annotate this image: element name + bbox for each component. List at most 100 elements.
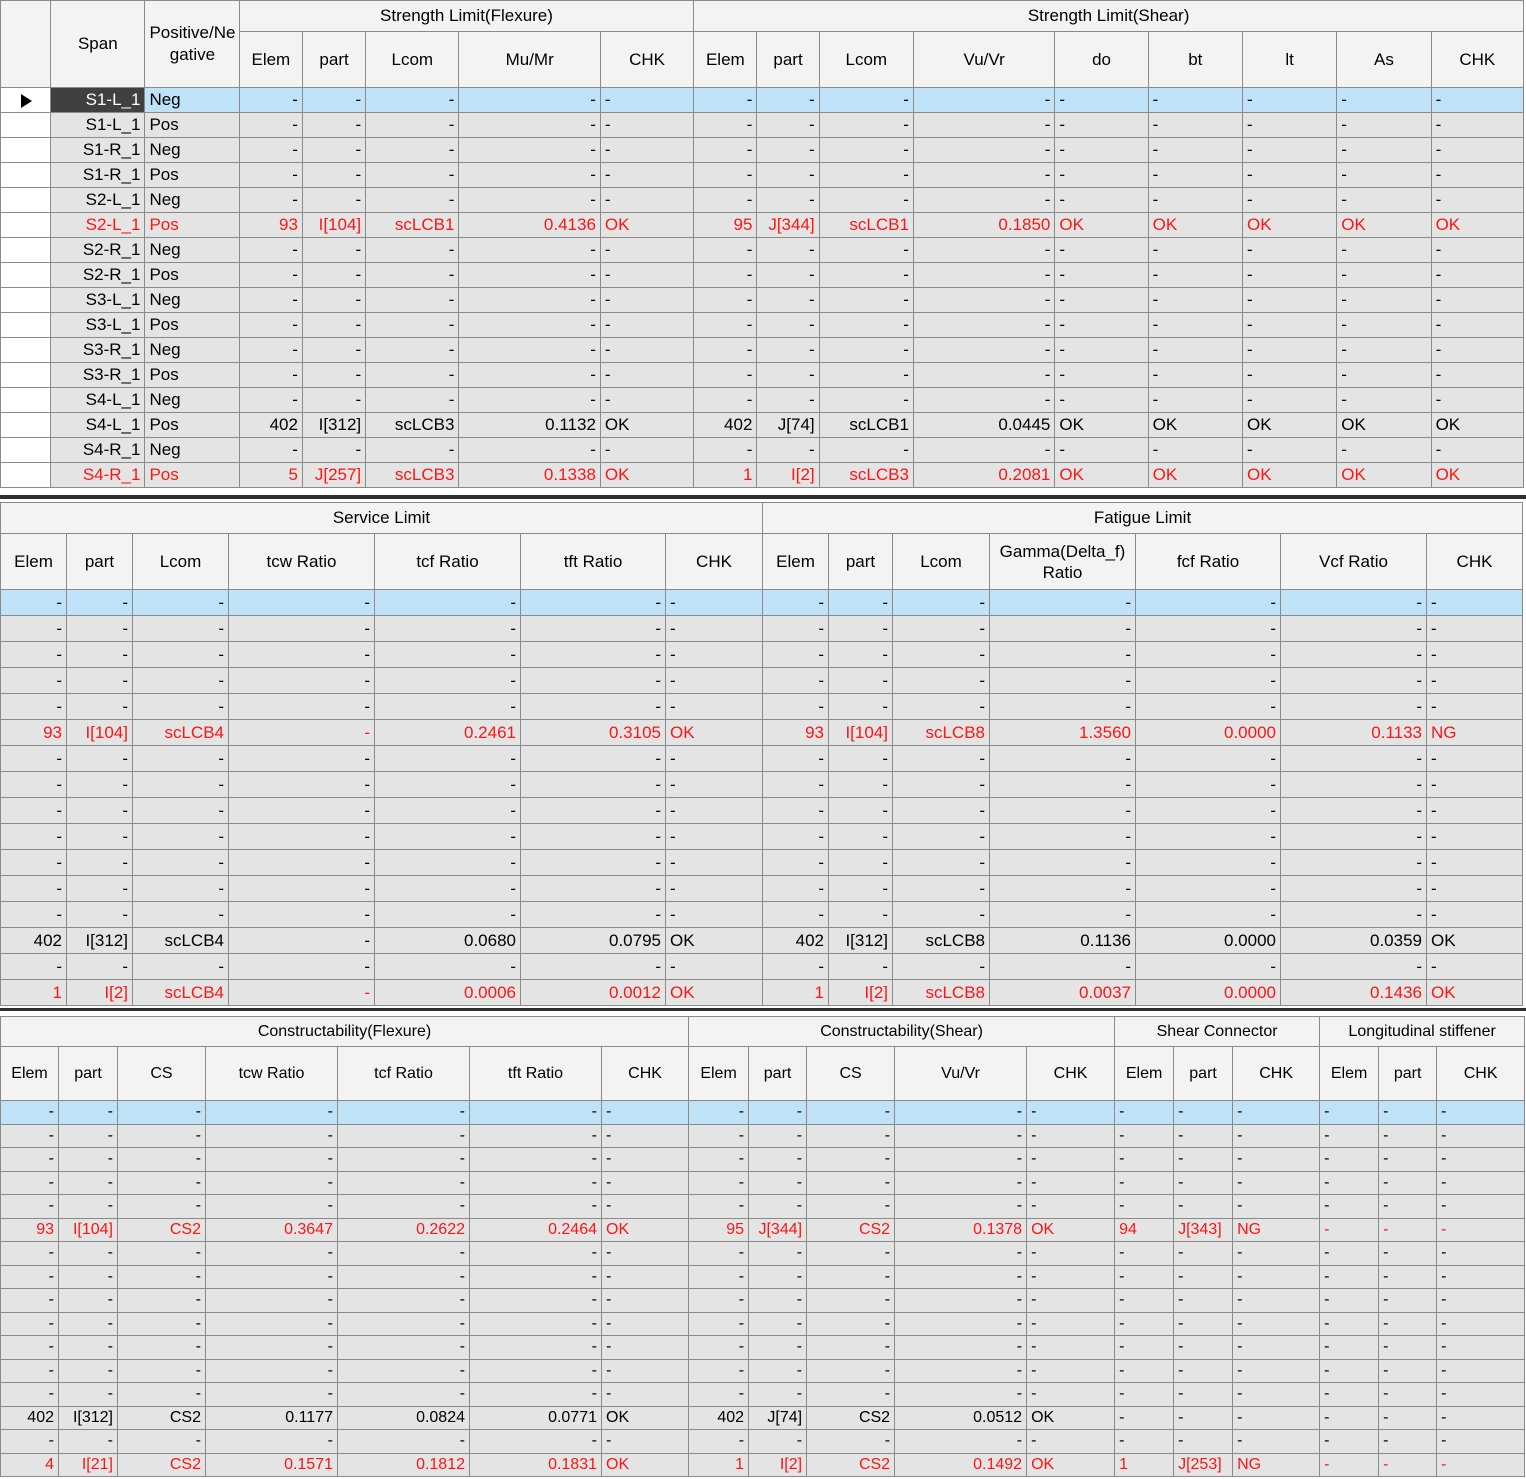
cell-part[interactable]: -	[748, 1241, 808, 1266]
cell-lcom[interactable]: -	[365, 87, 460, 113]
cell-part[interactable]: J[74]	[748, 1405, 808, 1430]
table-row[interactable]: S4-L_1 Neg - - - - - - - - - - - - - -	[0, 387, 1525, 413]
cell-elem[interactable]: -	[1319, 1335, 1380, 1360]
cell-part[interactable]: -	[1378, 1429, 1438, 1454]
cell-elem[interactable]: -	[0, 1147, 59, 1172]
cell-chk[interactable]: -	[1425, 953, 1524, 980]
cell-elem[interactable]: 1	[0, 979, 67, 1006]
cell-vu-vr[interactable]: -	[894, 1288, 1028, 1313]
cell-bt[interactable]: -	[1147, 162, 1243, 188]
cell-elem[interactable]: -	[1319, 1194, 1380, 1219]
cell-tcf-ratio[interactable]: -	[337, 1264, 470, 1289]
cell-part[interactable]: -	[748, 1194, 808, 1219]
column-header-vu-vr[interactable]: Vu/Vr	[894, 1046, 1028, 1101]
cell-vcf-ratio[interactable]: 0.1436	[1280, 979, 1427, 1006]
cell-part[interactable]: -	[748, 1264, 808, 1289]
cell-chk[interactable]: -	[599, 112, 695, 138]
cell-positive-negative[interactable]: Pos	[144, 262, 240, 288]
cell-part[interactable]: -	[1173, 1241, 1234, 1266]
table-row[interactable]: S4-R_1 Pos 5 J[257] scLCB3 0.1338 OK 1 I[2] scLCB…	[0, 462, 1525, 488]
cell-tcw-ratio[interactable]: -	[205, 1147, 338, 1172]
cell-lcom[interactable]: scLCB4	[132, 979, 229, 1006]
cell-tcw-ratio[interactable]: -	[228, 667, 375, 694]
cell-part[interactable]: -	[58, 1194, 118, 1219]
cell-tcf-ratio[interactable]: -	[337, 1382, 470, 1407]
cell-cs[interactable]: -	[117, 1194, 206, 1219]
cell-part[interactable]: -	[748, 1311, 808, 1336]
cell-part[interactable]: -	[66, 693, 133, 720]
cell-do[interactable]: -	[1054, 287, 1149, 313]
cell-tcf-ratio[interactable]: -	[337, 1123, 470, 1148]
cell-part[interactable]: -	[748, 1100, 808, 1125]
cell-chk[interactable]: -	[1425, 797, 1524, 824]
cell-fcf-ratio[interactable]: -	[1135, 745, 1281, 772]
cell-lcom[interactable]: -	[132, 797, 229, 824]
cell-part[interactable]: I[104]	[66, 719, 133, 746]
cell-part[interactable]: -	[301, 87, 367, 113]
column-header-chk[interactable]: CHK	[1232, 1046, 1321, 1101]
table-row[interactable]: S1-R_1 Pos - - - - - - - - - - - - - -	[0, 162, 1525, 188]
cell-chk[interactable]: -	[599, 362, 695, 388]
cell-elem[interactable]: -	[693, 362, 758, 388]
cell-fcf-ratio[interactable]: -	[1135, 771, 1281, 798]
cell-cs[interactable]: -	[806, 1335, 896, 1360]
cell-elem[interactable]: -	[688, 1170, 750, 1195]
row-selector[interactable]	[0, 212, 52, 238]
cell-chk[interactable]: -	[600, 1123, 690, 1148]
cell-part[interactable]: -	[1378, 1264, 1438, 1289]
cell-mu-mr[interactable]: 0.1132	[458, 412, 601, 438]
table-row[interactable]: --------------	[0, 615, 1524, 642]
cell-part[interactable]: -	[301, 362, 367, 388]
cell-part[interactable]: -	[1378, 1147, 1438, 1172]
cell-vu-vr[interactable]: -	[894, 1100, 1028, 1125]
cell-elem[interactable]: -	[1319, 1217, 1380, 1242]
cell-tcf-ratio[interactable]: -	[374, 771, 521, 798]
column-header-cs[interactable]: CS	[806, 1046, 896, 1101]
cell-part[interactable]: J[74]	[756, 412, 820, 438]
cell-tcw-ratio[interactable]: -	[205, 1429, 338, 1454]
cell-vu-vr[interactable]: -	[912, 312, 1056, 338]
cell-vcf-ratio[interactable]: -	[1280, 875, 1427, 902]
cell-elem[interactable]: -	[1114, 1358, 1175, 1383]
cell-elem[interactable]: -	[0, 1288, 59, 1313]
cell-vu-vr[interactable]: 0.0445	[912, 412, 1056, 438]
cell-vcf-ratio[interactable]: 0.0359	[1280, 927, 1427, 954]
cell-part[interactable]: -	[756, 312, 820, 338]
cell-as[interactable]: -	[1336, 287, 1432, 313]
table-row[interactable]: ------------------	[0, 1264, 1526, 1289]
cell-tcw-ratio[interactable]: -	[228, 979, 375, 1006]
cell-elem[interactable]: 93	[238, 212, 303, 238]
cell-vu-vr[interactable]: -	[894, 1382, 1028, 1407]
table-row[interactable]: --------------	[0, 745, 1524, 772]
cell-fcf-ratio[interactable]: -	[1135, 849, 1281, 876]
cell-elem[interactable]: 95	[693, 212, 758, 238]
cell-chk[interactable]: -	[1425, 667, 1524, 694]
column-header-part[interactable]: part	[1378, 1046, 1438, 1101]
cell-part[interactable]: -	[58, 1335, 118, 1360]
cell-chk[interactable]: -	[1430, 262, 1525, 288]
cell-mu-mr[interactable]: -	[458, 112, 601, 138]
column-header-elem[interactable]: Elem	[0, 1046, 59, 1101]
cell-tcw-ratio[interactable]: -	[228, 719, 375, 746]
cell-lt[interactable]: -	[1241, 437, 1338, 463]
cell-tcf-ratio[interactable]: -	[374, 823, 521, 850]
cell-vu-vr[interactable]: -	[894, 1147, 1028, 1172]
cell-tcw-ratio[interactable]: -	[205, 1123, 338, 1148]
cell-elem[interactable]: -	[1114, 1170, 1175, 1195]
cell-elem[interactable]: -	[1319, 1382, 1380, 1407]
cell-gamma-delta-f-ratio[interactable]: -	[989, 797, 1136, 824]
cell-chk[interactable]: -	[1430, 337, 1525, 363]
cell-lcom[interactable]: -	[818, 187, 914, 213]
cell-elem[interactable]: -	[1114, 1123, 1175, 1148]
cell-elem[interactable]: -	[693, 312, 758, 338]
cell-vu-vr[interactable]: -	[912, 337, 1056, 363]
cell-positive-negative[interactable]: Pos	[144, 212, 240, 238]
cell-lcom[interactable]: -	[818, 437, 914, 463]
cell-lcom[interactable]: -	[132, 823, 229, 850]
cell-vu-vr[interactable]: -	[912, 237, 1056, 263]
cell-lcom[interactable]: -	[132, 589, 229, 616]
cell-lt[interactable]: -	[1241, 162, 1338, 188]
cell-chk[interactable]: -	[1026, 1311, 1116, 1336]
cell-tcf-ratio[interactable]: -	[374, 693, 521, 720]
cell-vu-vr[interactable]: -	[912, 287, 1056, 313]
